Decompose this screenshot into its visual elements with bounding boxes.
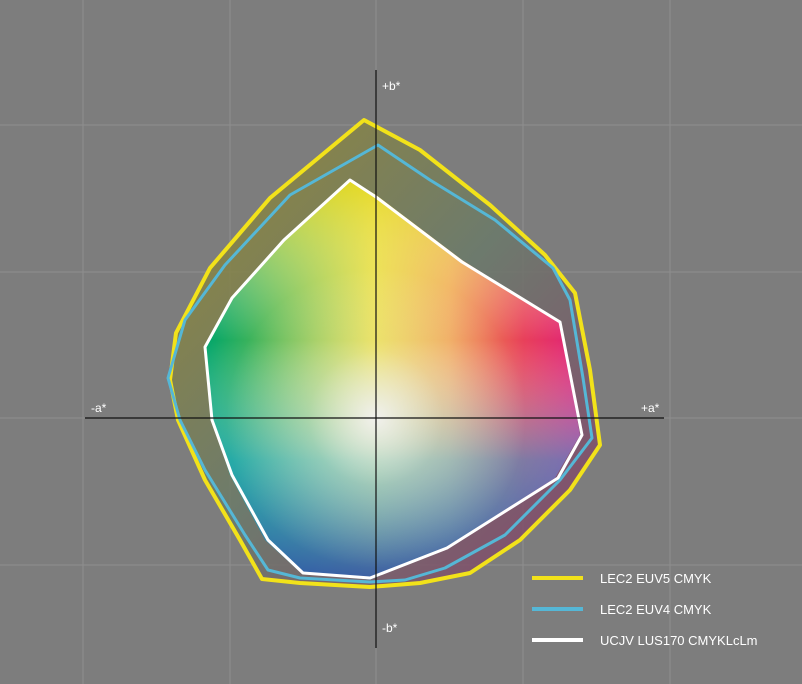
axis-label-a-plus: +a* [641, 401, 660, 415]
legend-item-lus170: UCJV LUS170 CMYKLcLm [532, 633, 758, 648]
gamut-outline-lus170 [203, 178, 584, 580]
axis-label-a-minus: -a* [91, 401, 107, 415]
legend-item-euv5: LEC2 EUV5 CMYK [532, 571, 712, 586]
gamut-outline-euv4 [166, 143, 594, 584]
axis-label-b-plus: +b* [382, 79, 401, 93]
legend-label: LEC2 EUV4 CMYK [600, 602, 712, 617]
legend-label: UCJV LUS170 CMYKLcLm [600, 633, 758, 648]
gamut-inner-fill [206, 180, 580, 580]
legend: LEC2 EUV5 CMYK LEC2 EUV4 CMYK UCJV LUS17… [532, 571, 758, 648]
legend-label: LEC2 EUV5 CMYK [600, 571, 712, 586]
axis-label-b-minus: -b* [382, 621, 398, 635]
legend-item-euv4: LEC2 EUV4 CMYK [532, 602, 712, 617]
axes [85, 70, 664, 648]
